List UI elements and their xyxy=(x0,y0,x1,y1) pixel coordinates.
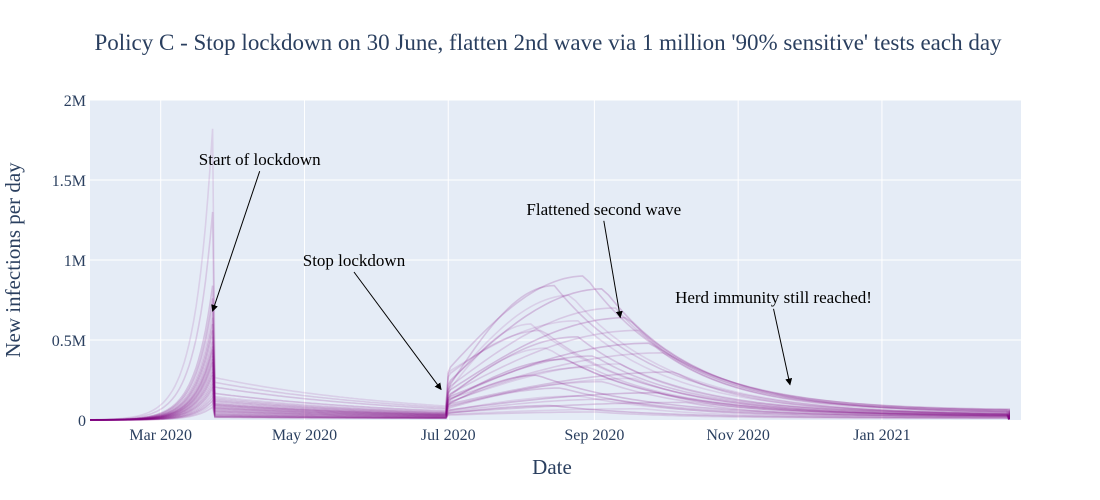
chart-title: Policy C - Stop lockdown on 30 June, fla… xyxy=(94,30,1002,55)
annotation-arrow xyxy=(353,271,442,391)
x-tick-label: Mar 2020 xyxy=(129,427,192,444)
simulation-run-line xyxy=(90,392,1010,421)
grid-lines xyxy=(90,99,1021,420)
x-axis-title: Date xyxy=(532,455,572,479)
simulation-run-line xyxy=(90,378,1010,421)
annotation-arrow xyxy=(603,220,623,319)
simulation-run-line xyxy=(90,294,1010,421)
annotation-label: Stop lockdown xyxy=(303,251,406,270)
simulation-run-line xyxy=(90,211,1010,421)
simulation-run-line xyxy=(90,329,1010,421)
simulation-run-line xyxy=(90,316,1010,421)
simulation-run-line xyxy=(90,347,1010,421)
annotation-arrow xyxy=(211,171,261,312)
simulation-run-line xyxy=(90,385,1010,421)
x-tick-label: Jan 2021 xyxy=(853,427,910,444)
simulation-run-line xyxy=(90,335,1010,421)
y-tick-label: 1M xyxy=(64,253,86,270)
annotations: Start of lockdown Stop lockdown Flattened … xyxy=(199,150,872,391)
simulation-run-line xyxy=(90,351,1010,421)
simulation-run-line xyxy=(90,355,1010,421)
y-axis-title: New infections per day xyxy=(1,162,25,358)
x-tick-label: Sep 2020 xyxy=(564,427,624,444)
annotation-arrow xyxy=(773,308,793,386)
annotation-label: Flattened second wave xyxy=(526,200,681,219)
y-tick-label: 2M xyxy=(64,93,86,110)
simulation-run-line xyxy=(90,377,1010,421)
simulation-run-line xyxy=(90,395,1010,421)
y-tick-label: 0.5M xyxy=(52,333,86,350)
simulation-run-line xyxy=(90,382,1010,421)
simulation-run-line xyxy=(90,402,1010,421)
y-tick-label: 0 xyxy=(78,413,86,430)
simulation-run-line xyxy=(90,323,1010,421)
simulation-run-line xyxy=(89,371,1010,421)
annotation-label: Start of lockdown xyxy=(199,150,321,169)
simulation-runs xyxy=(89,128,1010,421)
simulation-run-line xyxy=(90,275,1010,421)
simulation-run-line xyxy=(90,399,1010,421)
simulation-run-line xyxy=(90,307,1010,421)
simulation-run-line xyxy=(89,366,1010,421)
simulation-run-line xyxy=(90,405,1010,421)
simulation-run-line xyxy=(90,284,1010,421)
simulation-run-line xyxy=(89,363,1010,421)
simulation-run-line xyxy=(90,374,1010,421)
annotation-label: Herd immunity still reached! xyxy=(675,288,872,307)
x-tick-label: Nov 2020 xyxy=(706,427,770,444)
simulation-run-line xyxy=(90,287,1010,421)
axis-ticks: 0 0.5M 1M 1.5M 2M Mar 2020 May 2020 Jul 2020 Sep… xyxy=(52,93,911,444)
simulation-run-line xyxy=(90,388,1010,421)
simulation-run-line xyxy=(90,342,1010,421)
x-tick-label: Jul 2020 xyxy=(421,427,476,444)
y-tick-label: 1.5M xyxy=(52,173,86,190)
simulation-run-line xyxy=(90,128,1010,421)
x-tick-label: May 2020 xyxy=(272,427,337,444)
simulation-run-line xyxy=(90,358,1010,421)
